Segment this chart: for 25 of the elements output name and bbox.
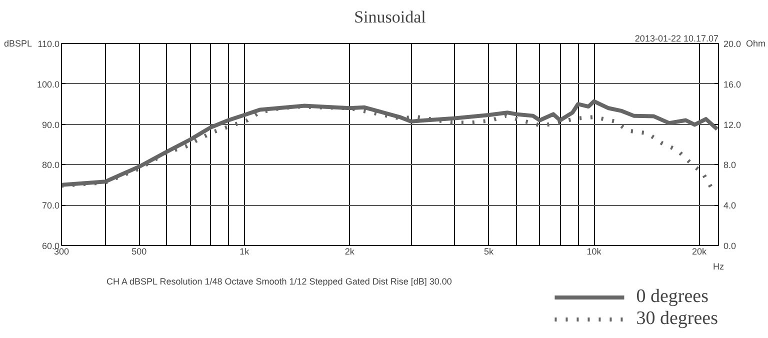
y2-tick-label: 0.0 [724,241,736,251]
y-tick-label: 90.0 [42,120,60,130]
x-tick-label: 2k [344,246,355,256]
y2-tick-label: 16.0 [724,79,742,90]
y-tick-label: 80.0 [42,160,60,170]
y2-tick-label: 8.0 [724,160,736,170]
x-tick-label: 1k [240,246,250,256]
y-axis-title: dBSPL [4,38,32,48]
y2-tick-label: 12.0 [724,120,742,130]
y2-tick-label: 4.0 [724,200,736,211]
x-tick-label: 500 [132,246,147,256]
legend-label: 0 degrees [636,286,708,308]
y-tick-label: 100.0 [36,79,60,90]
y2-tick-label: 20.0 [724,39,742,49]
text: CH A dBSPL Resolution 1/48 Octave Smooth 1/12 Stepped Gated Dist Rise [dB] 30.00 [106,276,452,286]
legend-label: 30 degrees [636,308,718,330]
x-tick-label: 10k [586,246,602,256]
y-tick-label: 70.0 [42,200,60,211]
y2-axis-title: Ohm [746,38,766,48]
y-tick-label: 110.0 [38,39,60,49]
annotation: 2013-01-22 10.17.07 [634,34,719,44]
x-tick-label: 20k [692,246,708,256]
x-tick-label: 5k [484,246,494,256]
chart-title: Sinusoidal [354,8,426,26]
x-axis-title: Hz [713,262,724,272]
